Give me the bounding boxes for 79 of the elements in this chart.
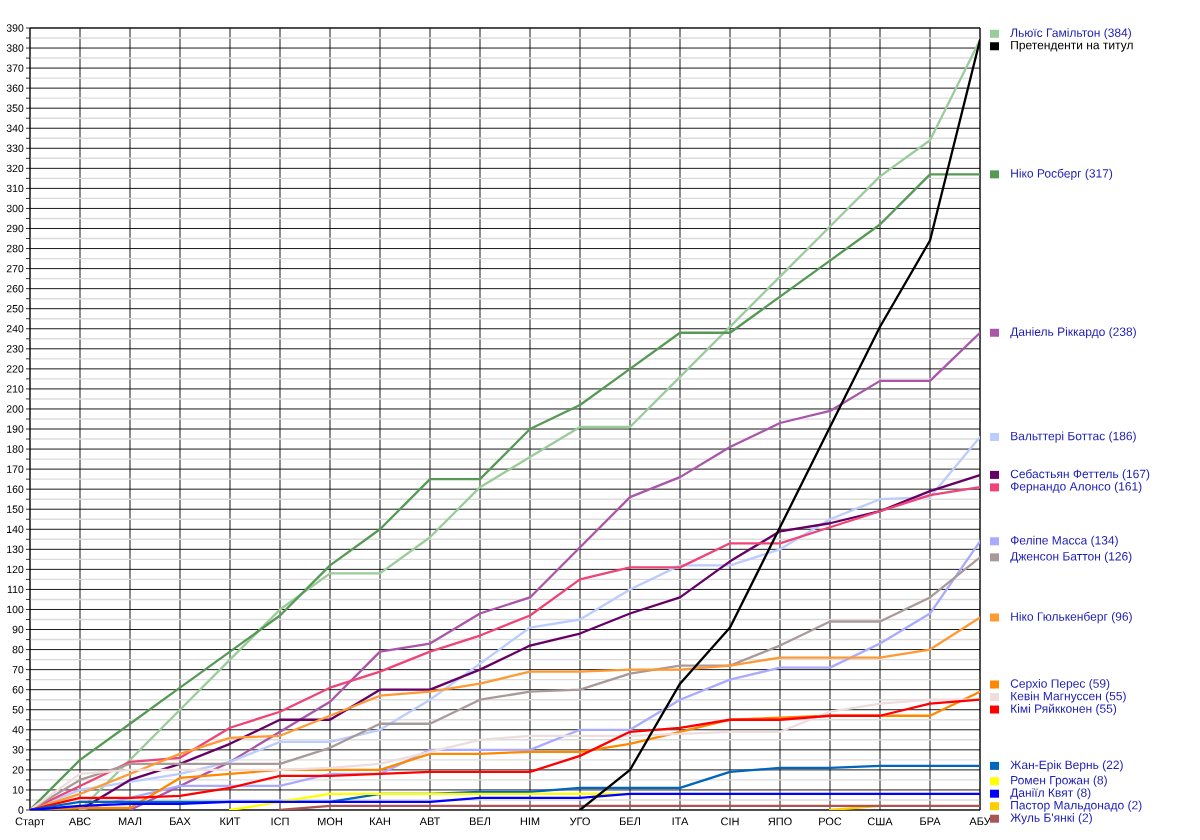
line-series xyxy=(30,173,981,810)
y-tick-label: 140 xyxy=(7,525,24,533)
x-tick-label: КАН xyxy=(370,817,390,826)
y-tick-label: 300 xyxy=(6,204,24,213)
y-tick-label: 120 xyxy=(7,565,24,574)
y-tick-label: 380 xyxy=(6,44,24,52)
y-tick-label: 160 xyxy=(7,485,24,493)
y-tick-label: 240 xyxy=(6,325,24,333)
x-tick-label: СІН xyxy=(721,817,739,826)
y-tick-label: 200 xyxy=(6,405,24,413)
x-tick-label: Старт xyxy=(15,817,45,828)
legend-label: Ніко Гюлькенберг (96) xyxy=(1011,611,1132,624)
y-tick-label: 10 xyxy=(12,786,24,794)
y-tick-label: 90 xyxy=(12,625,24,634)
x-tick-label: НІМ xyxy=(520,817,540,826)
legend-label: Кімі Ряйкконен (55) xyxy=(1011,703,1117,716)
x-tick-label: БРА xyxy=(920,817,941,826)
y-tick-label: 100 xyxy=(7,605,24,614)
y-tick-label: 30 xyxy=(12,746,24,754)
y-tick-label: 270 xyxy=(6,264,24,273)
x-tick-label: АВТ xyxy=(419,817,441,826)
legend-label: Серхіо Перес (59) xyxy=(1010,678,1110,691)
y-tick-label: 150 xyxy=(7,505,24,513)
x-tick-label: КИТ xyxy=(220,817,241,826)
x-tick-label: США xyxy=(867,817,893,826)
y-tick-label: 80 xyxy=(12,645,24,654)
legend-label: Даніель Ріккардо (238) xyxy=(1010,327,1136,339)
y-tick-label: 330 xyxy=(6,144,24,153)
y-tick-label: 260 xyxy=(6,284,24,293)
y-tick-label: 50 xyxy=(12,706,24,714)
legend-label: Ніко Росберг (317) xyxy=(1011,168,1113,181)
y-tick-label: 20 xyxy=(12,766,24,774)
x-tick-label: МАЛ xyxy=(118,817,142,826)
y-tick-label: 130 xyxy=(7,545,24,554)
y-tick-label: 350 xyxy=(6,104,24,112)
y-tick-label: 230 xyxy=(6,345,24,353)
y-tick-label: 390 xyxy=(6,24,24,32)
y-tick-label: 210 xyxy=(6,385,24,393)
x-tick-label: АБУ xyxy=(969,817,991,826)
x-tick-label: БАХ xyxy=(170,817,191,826)
y-tick-label: 370 xyxy=(6,64,24,72)
legend-label: Дженсон Баттон (126) xyxy=(1010,551,1132,563)
legend-label: Ромен Грожан (8) xyxy=(1011,775,1107,787)
y-tick-label: 60 xyxy=(12,685,24,694)
legend-label: Льюїс Гамільтон (384) xyxy=(1010,28,1131,40)
x-tick-label: УГО xyxy=(569,817,590,826)
y-tick-label: 40 xyxy=(12,726,24,734)
y-tick-label: 280 xyxy=(6,244,24,253)
y-tick-label: 180 xyxy=(7,445,24,453)
x-tick-label: ІСП xyxy=(271,817,289,826)
legend-label: Вальттері Боттас (186) xyxy=(1011,431,1136,443)
y-tick-label: 310 xyxy=(6,184,24,193)
y-tick-label: 360 xyxy=(6,84,24,92)
y-tick-label: 340 xyxy=(6,124,24,132)
x-tick-label: ІТА xyxy=(672,817,689,826)
legend-label: Фернандо Алонсо (161) xyxy=(1010,481,1142,493)
y-tick-label: 70 xyxy=(12,665,24,674)
legend-label: Кевін Магнуссен (55) xyxy=(1011,691,1126,703)
y-tick-label: 250 xyxy=(6,305,24,313)
y-tick-label: 110 xyxy=(7,585,24,594)
x-tick-label: ЯПО xyxy=(768,817,792,826)
legend-label: Жуль Б'янкі (2) xyxy=(1010,813,1092,825)
x-tick-label: АВС xyxy=(68,817,91,826)
y-tick-label: 220 xyxy=(6,365,24,373)
legend-label: Жан-Ерік Вернь (22) xyxy=(1010,760,1123,772)
legend-label: Даніїл Квят (8) xyxy=(1010,788,1091,800)
y-tick-label: 290 xyxy=(6,224,24,233)
legend-label: Себастьян Феттель (167) xyxy=(1010,469,1150,481)
y-tick-label: 170 xyxy=(7,465,24,473)
x-tick-label: БЕЛ xyxy=(620,817,640,826)
legend-label: Претенденти на титул xyxy=(1011,40,1133,52)
legend-label: Феліпе Масса (134) xyxy=(1010,535,1118,547)
y-tick-label: 320 xyxy=(6,164,24,173)
x-tick-label: МОН xyxy=(318,817,342,826)
legend-label: Пастор Мальдонадо (2) xyxy=(1011,800,1142,812)
x-tick-label: РОС xyxy=(819,817,842,826)
y-tick-label: 0 xyxy=(18,806,24,814)
x-tick-label: ВЕЛ xyxy=(469,817,491,826)
y-tick-label: 190 xyxy=(7,425,24,433)
